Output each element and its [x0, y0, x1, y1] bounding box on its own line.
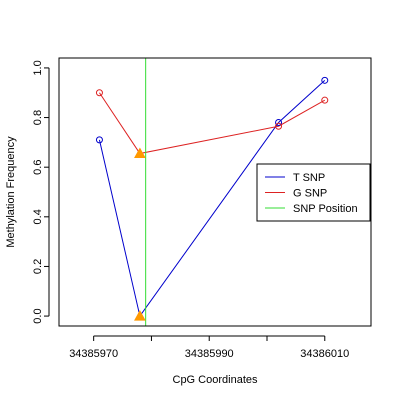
y-axis: 0.0 0.2 0.4 0.6 0.8 1.0	[32, 60, 50, 324]
series-point-1	[275, 122, 283, 130]
x-tick-label: 34385990	[185, 348, 234, 360]
y-tick-label: 0.8	[32, 110, 44, 125]
series-line-1	[99, 92, 326, 155]
y-tick-label: 1.0	[32, 60, 44, 75]
y-axis-title: Methylation Frequency	[5, 136, 17, 248]
x-tick-label: 34386010	[300, 348, 349, 360]
series-line-0	[98, 79, 326, 318]
series-point-0	[275, 119, 283, 127]
series-point-0	[321, 76, 329, 84]
series-point-1	[321, 96, 329, 104]
legend-label: SNP Position	[293, 203, 358, 215]
plot-frame	[58, 57, 372, 327]
snp-marker	[134, 310, 146, 321]
x-axis-title: CpG Coordinates	[173, 374, 258, 386]
series-point-1	[95, 89, 103, 97]
legend-label: G SNP	[293, 188, 327, 200]
y-tick-label: 0.0	[32, 308, 44, 323]
x-axis: 34385970 34385990 34386010	[69, 335, 349, 360]
series-layer	[98, 58, 326, 326]
series-point-0	[95, 136, 103, 144]
x-tick-label: 34385970	[69, 348, 118, 360]
markers-layer	[95, 76, 329, 321]
legend-label: T SNP	[293, 172, 325, 184]
legend: T SNP G SNP SNP Position	[256, 163, 371, 222]
snp-marker	[134, 147, 146, 159]
y-tick-label: 0.2	[32, 259, 44, 274]
y-tick-label: 0.6	[32, 160, 44, 175]
y-tick-label: 0.4	[32, 209, 44, 224]
